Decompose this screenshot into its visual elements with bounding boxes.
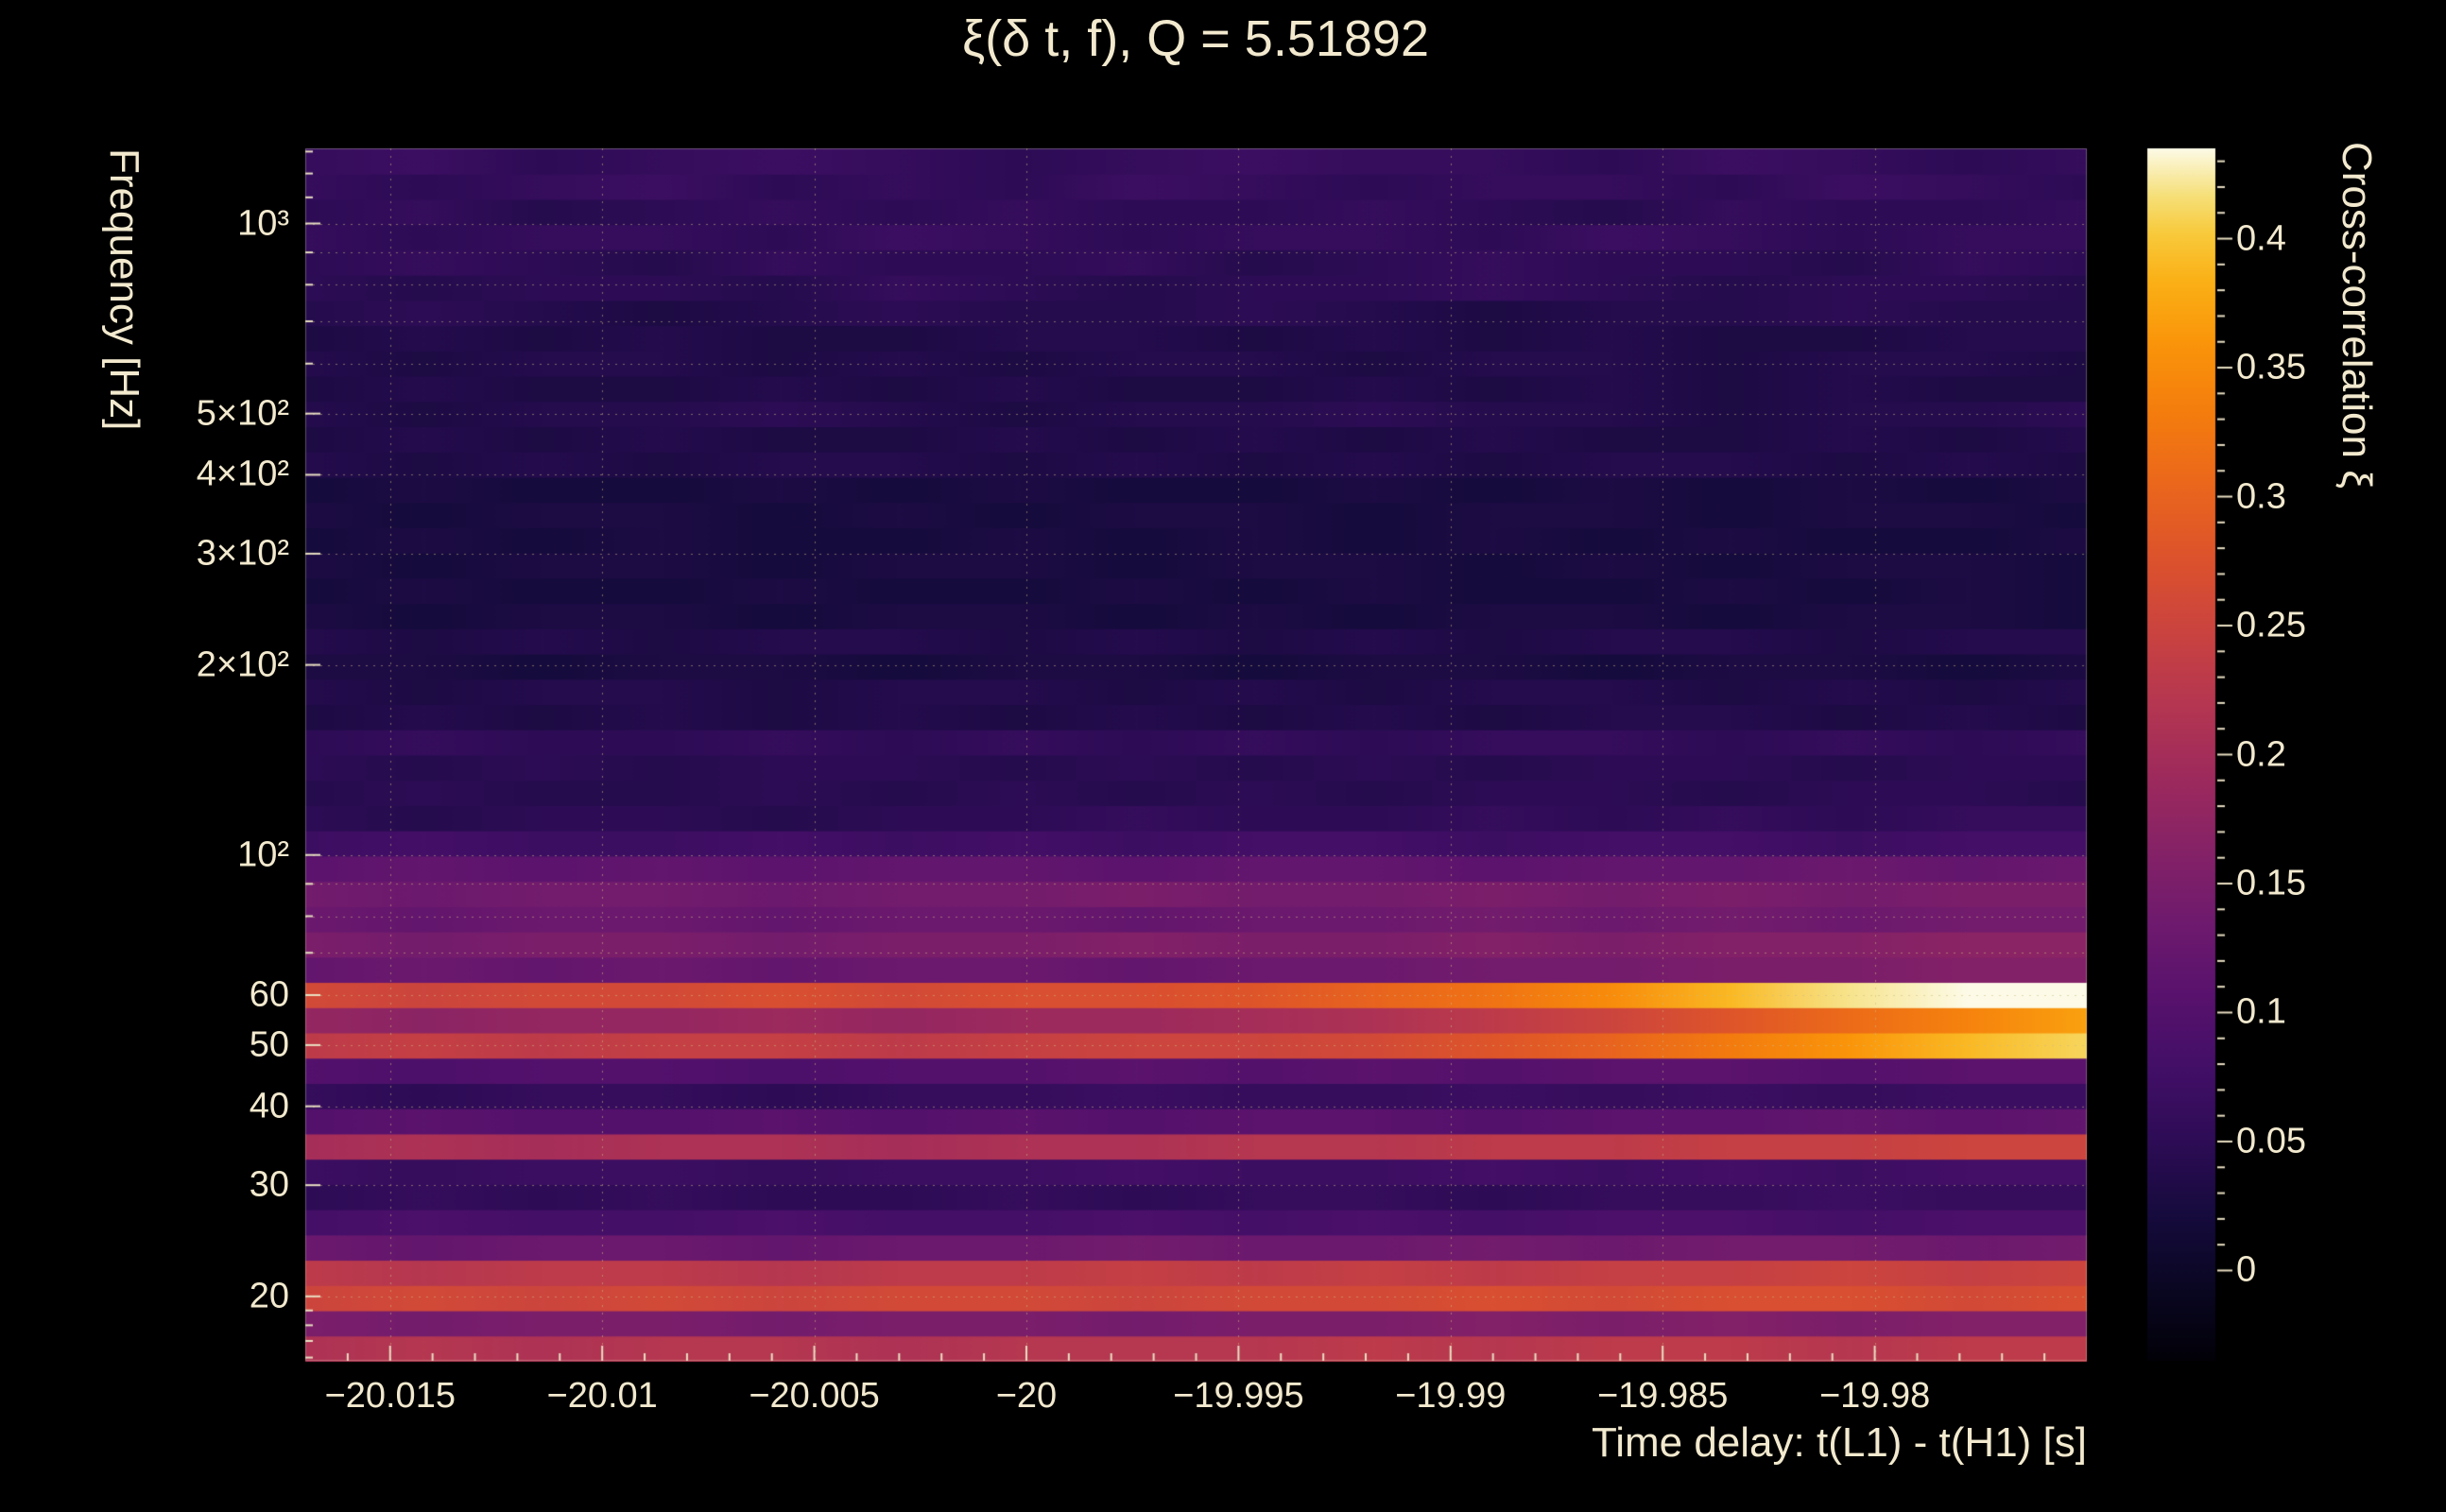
y-tick-label: 3×10²: [196, 533, 289, 574]
y-tick-label: 30: [249, 1164, 289, 1205]
y-tick-label: 5×10²: [196, 393, 289, 434]
colorbar-title: Cross-correlation ξ: [2334, 142, 2380, 489]
x-axis-title: Time delay: t(L1) - t(H1) [s]: [1591, 1419, 2087, 1466]
y-tick-label: 40: [249, 1086, 289, 1126]
y-axis-title: Frequency [Hz]: [101, 148, 147, 431]
colorbar-tick-label: 0.05: [2236, 1121, 2306, 1161]
colorbar-tick-label: 0.25: [2236, 605, 2306, 645]
colorbar-tick-label: 0.15: [2236, 863, 2306, 903]
x-tick-label: −20.01: [546, 1376, 658, 1416]
y-tick-label: 60: [249, 974, 289, 1015]
y-tick-label: 4×10²: [196, 454, 289, 494]
colorbar-tick-label: 0.2: [2236, 734, 2286, 774]
colorbar-tick-label: 0.35: [2236, 347, 2306, 387]
x-tick-label: −19.995: [1173, 1376, 1304, 1416]
colorbar-tick-label: 0.1: [2236, 991, 2286, 1032]
y-tick-label: 20: [249, 1276, 289, 1316]
y-tick-label: 2×10²: [196, 644, 289, 685]
x-tick-label: −20.005: [749, 1376, 880, 1416]
x-tick-label: −19.985: [1596, 1376, 1729, 1416]
plot-title: ξ(δ t, f), Q = 5.51892: [962, 10, 1429, 67]
y-tick-label: 50: [249, 1024, 289, 1065]
x-tick-label: −20: [995, 1376, 1058, 1416]
y-tick-label: 10²: [237, 834, 289, 875]
x-tick-label: −20.015: [324, 1376, 456, 1416]
y-tick-label: 10³: [237, 203, 289, 244]
x-tick-label: −19.99: [1395, 1376, 1507, 1416]
colorbar-tick-label: 0.3: [2236, 476, 2286, 517]
x-tick-label: −19.98: [1818, 1376, 1931, 1416]
colorbar-tick-label: 0.4: [2236, 218, 2286, 259]
colorbar-tick-label: 0: [2236, 1249, 2257, 1290]
